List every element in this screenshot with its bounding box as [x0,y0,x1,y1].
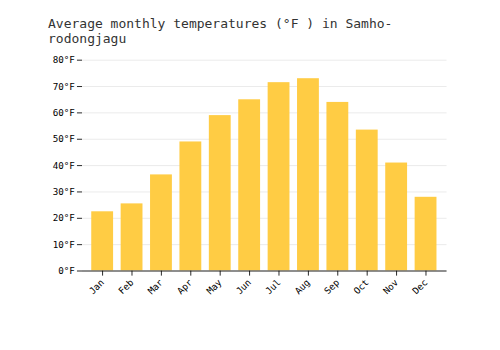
svg-text:60°F: 60°F [53,107,75,118]
svg-text:Dec: Dec [410,277,430,297]
svg-text:Mar: Mar [145,276,165,296]
svg-text:40°F: 40°F [53,160,75,171]
svg-text:Jun: Jun [234,277,254,297]
svg-text:0°F: 0°F [58,265,75,276]
svg-text:80°F: 80°F [53,54,75,65]
svg-text:Sep: Sep [322,277,342,297]
svg-text:Nov: Nov [381,276,401,296]
svg-text:May: May [204,276,224,296]
svg-text:Aug: Aug [292,277,312,297]
svg-text:50°F: 50°F [53,133,75,144]
svg-text:70°F: 70°F [53,80,75,91]
svg-text:Apr: Apr [175,276,195,296]
svg-text:Feb: Feb [116,277,136,297]
svg-text:Jul: Jul [263,277,283,297]
html-text:Average monthly temperatures (: Average monthly temperatures (°F ) in Sa… [48,16,393,46]
svg-text:Oct: Oct [351,277,371,297]
svg-text:10°F: 10°F [53,239,75,250]
svg-text:Jan: Jan [87,277,107,297]
svg-text:20°F: 20°F [53,212,75,223]
svg-text:30°F: 30°F [53,186,75,197]
